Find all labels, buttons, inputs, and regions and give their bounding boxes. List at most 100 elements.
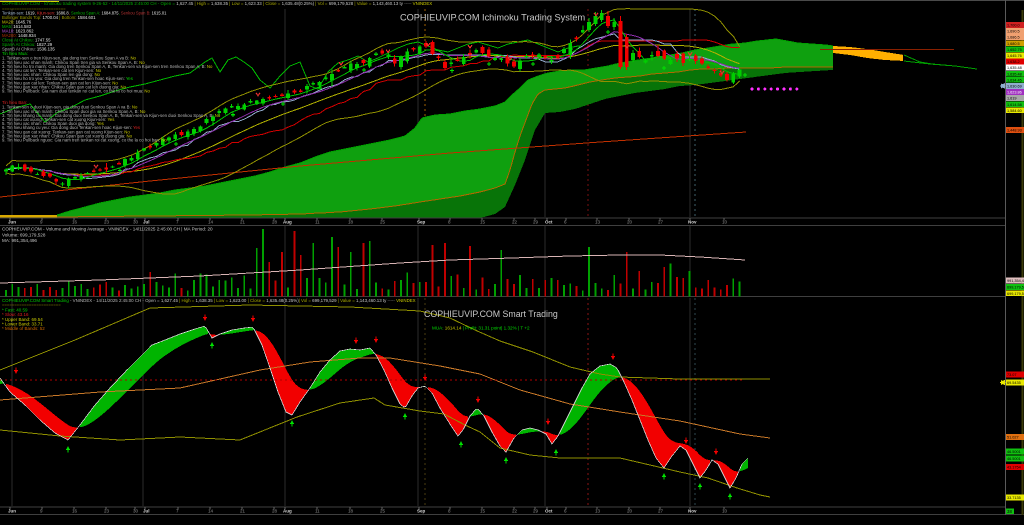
svg-text:14: 14 <box>208 219 214 224</box>
svg-text:27: 27 <box>658 509 664 514</box>
svg-text:1,686.5: 1,686.5 <box>1007 36 1020 40</box>
svg-text:9: 9 <box>40 509 43 514</box>
svg-text:46.5001: 46.5001 <box>1007 457 1021 461</box>
svg-text:30: 30 <box>133 509 139 514</box>
svg-text:6. Tin hieu ho tro yeu: Gia do: 6. Tin hieu ho tro yeu: Gia dong tren Te… <box>2 76 133 81</box>
svg-text:699,179,528: 699,179,528 <box>1007 292 1024 296</box>
svg-text:21: 21 <box>240 219 246 224</box>
svg-text:Aug: Aug <box>283 509 292 514</box>
svg-text:2. Tin hieu xac nhan manh: Chi: 2. Tin hieu xac nhan manh: Chikou Span d… <box>2 109 146 114</box>
svg-text:COPHIEUVIP.COM - Volume and Mo: COPHIEUVIP.COM - Volume and Moving Avera… <box>2 227 213 232</box>
svg-text:Oct: Oct <box>545 509 553 514</box>
svg-text:38: 38 <box>1007 509 1012 514</box>
svg-text:1,614.58: 1,614.58 <box>1007 103 1022 107</box>
svg-text:1. Tenkan-sen o duoi Kijun-sen: 1. Tenkan-sen o duoi Kijun-sen, gia dong… <box>2 105 138 110</box>
svg-text:699,179,528: 699,179,528 <box>1007 286 1024 290</box>
svg-text:Aug: Aug <box>283 219 292 224</box>
svg-text:22: 22 <box>512 219 518 224</box>
svg-text:* Middle of Bands: 52: * Middle of Bands: 52 <box>2 326 45 331</box>
svg-text:23: 23 <box>104 509 110 514</box>
svg-text:COPHIEUVIP.COM Ichimoku Tradin: COPHIEUVIP.COM Ichimoku Trading System <box>400 13 586 23</box>
svg-text:1,619: 1,619 <box>1007 97 1017 101</box>
svg-text:7. Tin hieu gan cat len: Tenka: 7. Tin hieu gan cat len: Tenkan-sen gan … <box>2 80 118 85</box>
svg-text:Tenkan-sen: 1619, Kijun-sen: 1: Tenkan-sen: 1619, Kijun-sen: 1686.8, Sen… <box>2 11 167 16</box>
svg-text:25: 25 <box>380 509 386 514</box>
svg-text:MA: 991,354,496: MA: 991,354,496 <box>2 238 37 243</box>
svg-text:========================: ======================== <box>2 302 61 307</box>
svg-text:COPHIEUVIP.COM Smart Trading: COPHIEUVIP.COM Smart Trading <box>424 309 558 319</box>
svg-text:COPHIEUVIP.COM Smart Trading -: COPHIEUVIP.COM Smart Trading - VNINDEX -… <box>2 298 416 303</box>
svg-text:Sep: Sep <box>417 219 426 224</box>
svg-text:11: 11 <box>315 219 320 224</box>
svg-text:1,645.76: 1,645.76 <box>1007 54 1022 58</box>
svg-text:1,635.48: 1,635.48 <box>1007 72 1022 76</box>
svg-text:MA5: 1614.583: MA5: 1614.583 <box>2 24 32 29</box>
svg-text:73.07: 73.07 <box>1007 373 1017 377</box>
svg-text:9. Tin hieu Pullback: Gia nam: 9. Tin hieu Pullback: Gia nam duoi tenka… <box>2 89 150 94</box>
svg-text:10: 10 <box>722 219 728 224</box>
svg-text:==========================: ========================== <box>2 6 66 11</box>
svg-text:Jun: Jun <box>8 509 16 514</box>
svg-text:Tin hieu Mua:: Tin hieu Mua: <box>2 51 28 56</box>
svg-text:15: 15 <box>480 509 486 514</box>
svg-text:1,690.5: 1,690.5 <box>1007 30 1020 34</box>
svg-text:9: 9 <box>40 219 43 224</box>
svg-text:20: 20 <box>627 219 633 224</box>
svg-text:Jul: Jul <box>143 219 150 224</box>
svg-text:6: 6 <box>564 509 567 514</box>
svg-text:28: 28 <box>272 509 278 514</box>
svg-text:1. Tenkan-sen o tren Kijun-sen: 1. Tenkan-sen o tren Kijun-sen, gia dong… <box>2 56 137 61</box>
svg-text:MA200: 1448.934: MA200: 1448.934 <box>2 33 37 38</box>
svg-text:1,680.5: 1,680.5 <box>1007 42 1020 46</box>
svg-text:MA10: 1623.862: MA10: 1623.862 <box>2 29 34 34</box>
svg-text:23: 23 <box>104 219 110 224</box>
svg-text:1,700.0: 1,700.0 <box>1007 24 1020 28</box>
svg-text:8: 8 <box>448 509 451 514</box>
svg-text:7: 7 <box>176 509 179 514</box>
svg-text:* Slow: 43.16: * Slow: 43.16 <box>2 312 29 317</box>
svg-text:18: 18 <box>348 509 354 514</box>
svg-text:Bollinger Bands Top: 1700.04 |: Bollinger Bands Top: 1700.04 | Bottom: 1… <box>2 15 96 20</box>
svg-text:29: 29 <box>533 219 539 224</box>
svg-text:4. Tin hieu cat xuong: Tenkan-: 4. Tin hieu cat xuong: Tenkan-sen cat xu… <box>2 117 114 122</box>
svg-text:SpanA At Chikou: 1827.29: SpanA At Chikou: 1827.29 <box>2 42 53 47</box>
svg-text:SpanB At Chikou: 1536.135: SpanB At Chikou: 1536.135 <box>2 47 55 52</box>
svg-text:21: 21 <box>240 509 246 514</box>
svg-text:* Lower Band: 33.71: * Lower Band: 33.71 <box>2 322 43 327</box>
svg-text:69.5435: 69.5435 <box>1007 381 1021 385</box>
svg-text:1,623.86: 1,623.86 <box>1007 91 1022 95</box>
svg-text:Jul: Jul <box>143 509 150 514</box>
svg-text:18: 18 <box>348 219 354 224</box>
svg-text:8: 8 <box>448 219 451 224</box>
svg-text:11: 11 <box>315 509 320 514</box>
svg-text:10: 10 <box>722 509 728 514</box>
svg-text:13: 13 <box>595 219 601 224</box>
svg-text:14: 14 <box>208 509 214 514</box>
svg-text:Nov: Nov <box>688 509 697 514</box>
svg-text:8. Tin hieu gan xac nhan: Chik: 8. Tin hieu gan xac nhan: Chikou Span ga… <box>2 133 133 138</box>
svg-text:1,584.60: 1,584.60 <box>1007 109 1022 113</box>
svg-text:28: 28 <box>272 219 278 224</box>
svg-text:43.1754: 43.1754 <box>1007 466 1021 470</box>
svg-text:1,635.48: 1,635.48 <box>1007 66 1022 70</box>
svg-text:3. Tin hieu khang cu manh: Gia: 3. Tin hieu khang cu manh: Gia dong duoi… <box>2 113 221 118</box>
svg-text:15: 15 <box>480 219 486 224</box>
svg-text:25: 25 <box>380 219 386 224</box>
svg-text:29: 29 <box>533 509 539 514</box>
svg-text:Jun: Jun <box>8 219 16 224</box>
svg-text:51.027: 51.027 <box>1007 436 1019 440</box>
svg-text:22: 22 <box>512 509 518 514</box>
svg-text:1,638.2: 1,638.2 <box>1007 60 1020 64</box>
svg-text:* Upper Band: 69.54: * Upper Band: 69.54 <box>2 317 43 322</box>
svg-text:7: 7 <box>176 219 179 224</box>
svg-text:16: 16 <box>72 219 78 224</box>
svg-text:2. Tin hieu xac nhan manh: Chi: 2. Tin hieu xac nhan manh: Chikou Span t… <box>2 60 145 65</box>
svg-text:27: 27 <box>658 219 664 224</box>
svg-text:* Fast: 40.59: * Fast: 40.59 <box>2 307 28 312</box>
svg-text:Tin hieu Ban:: Tin hieu Ban: <box>2 100 27 105</box>
svg-text:Close At Chikou: 1747.55: Close At Chikou: 1747.55 <box>2 38 51 43</box>
svg-text:5. Tin hieu xac nhan: Chikou S: 5. Tin hieu xac nhan: Chikou Span len gi… <box>2 72 101 77</box>
svg-text:13: 13 <box>595 509 601 514</box>
svg-text:30: 30 <box>133 219 139 224</box>
svg-text:20: 20 <box>627 509 633 514</box>
